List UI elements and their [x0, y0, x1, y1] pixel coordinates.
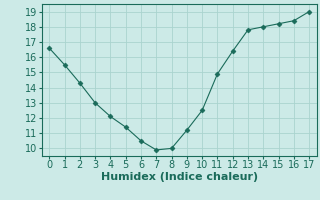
X-axis label: Humidex (Indice chaleur): Humidex (Indice chaleur) — [100, 172, 258, 182]
